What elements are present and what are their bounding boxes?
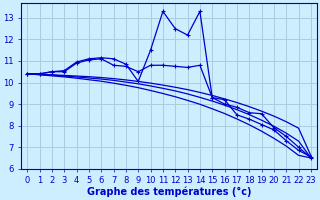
X-axis label: Graphe des températures (°c): Graphe des températures (°c) (87, 187, 251, 197)
